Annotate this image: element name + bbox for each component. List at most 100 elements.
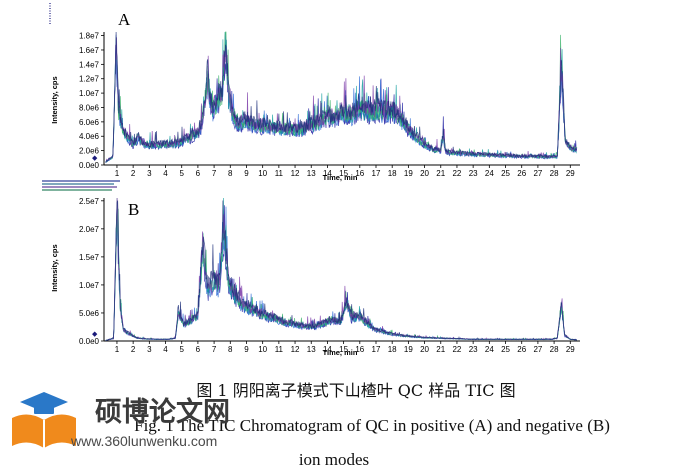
panel-a-y-axis-label: Intensity, cps — [50, 76, 59, 123]
panel-b-traces — [105, 197, 577, 341]
x-tick-label: 25 — [501, 345, 510, 354]
panel-a-marker: ◆ — [92, 154, 98, 162]
y-tick-label: 1.8e7 — [79, 32, 100, 41]
x-tick-label: 6 — [196, 345, 201, 354]
replicate-trace — [105, 31, 577, 163]
x-tick-label: 2 — [131, 169, 136, 178]
y-tick-label: 2.5e7 — [79, 197, 100, 206]
legend-glyph-middle — [42, 180, 120, 191]
watermark: 硕博论文网 www.360lunwenku.com — [12, 392, 230, 449]
x-tick-label: 18 — [388, 169, 397, 178]
panel-b-x-axis-label: Time, min — [323, 348, 358, 357]
x-tick-label: 10 — [258, 169, 267, 178]
replicate-trace — [105, 200, 577, 341]
x-tick-label: 11 — [275, 169, 284, 178]
x-tick-label: 3 — [147, 169, 152, 178]
caption-english-line2: ion modes — [299, 450, 369, 469]
x-tick-label: 27 — [533, 169, 542, 178]
x-tick-label: 4 — [163, 169, 168, 178]
watermark-text: 硕博论文网 — [95, 396, 230, 428]
y-tick-label: 0.0e0 — [79, 161, 100, 170]
panel-a-traces — [105, 31, 578, 164]
x-tick-label: 15 — [339, 169, 348, 178]
x-tick-label: 17 — [372, 345, 381, 354]
panel-b-x-tick-labels: 1 2 3 4 5 6 7 8 9 10 11 12 13 14 15 16 17 18 19 20 21 22 23 24 2… — [115, 341, 575, 354]
x-tick-label: 4 — [163, 345, 168, 354]
y-tick-label: 6.0e6 — [79, 118, 100, 127]
x-tick-label: 22 — [452, 345, 461, 354]
panel-a-x-tick-labels: 1 2 3 4 5 6 7 8 9 10 11 12 13 14 15 16 17 18 19 20 21 22 23 24 2… — [115, 165, 575, 178]
x-tick-label: 8 — [228, 169, 233, 178]
x-tick-label: 23 — [469, 169, 478, 178]
x-tick-label: 9 — [244, 345, 249, 354]
x-tick-label: 13 — [307, 345, 316, 354]
x-tick-label: 14 — [323, 345, 332, 354]
x-tick-label: 6 — [196, 169, 201, 178]
x-tick-label: 17 — [372, 169, 381, 178]
x-tick-label: 24 — [485, 169, 494, 178]
x-tick-label: 8 — [228, 345, 233, 354]
x-tick-label: 16 — [355, 169, 364, 178]
y-tick-label: 1.4e7 — [79, 60, 100, 69]
x-tick-label: 22 — [452, 169, 461, 178]
x-tick-label: 20 — [420, 169, 429, 178]
x-tick-label: 1 — [115, 345, 120, 354]
y-tick-label: 1.6e7 — [79, 46, 100, 55]
x-tick-label: 25 — [501, 169, 510, 178]
x-tick-label: 29 — [566, 169, 575, 178]
x-tick-label: 26 — [517, 169, 526, 178]
panel-a-positive-mode: A 0.0e0 2.0e6 4.0e6 6.0e6 8.0e6 1.0e7 1.2e7 1.4… — [50, 10, 580, 182]
x-tick-label: 24 — [485, 345, 494, 354]
x-tick-label: 28 — [550, 169, 559, 178]
x-tick-label: 2 — [131, 345, 136, 354]
x-tick-label: 29 — [566, 345, 575, 354]
x-tick-label: 23 — [469, 345, 478, 354]
panel-b-y-axis-label: Intensity, cps — [50, 244, 59, 291]
y-tick-label: 1.5e7 — [79, 253, 100, 262]
panel-a-x-axis-label: Time, min — [323, 173, 358, 182]
x-tick-label: 28 — [550, 345, 559, 354]
x-tick-label: 7 — [212, 169, 217, 178]
y-tick-label: 8.0e6 — [79, 103, 100, 112]
x-tick-label: 12 — [291, 169, 300, 178]
x-tick-label: 14 — [323, 169, 332, 178]
x-tick-label: 3 — [147, 345, 152, 354]
x-tick-label: 19 — [404, 169, 413, 178]
x-tick-label: 27 — [533, 345, 542, 354]
x-tick-label: 5 — [179, 345, 184, 354]
x-tick-label: 5 — [179, 169, 184, 178]
x-tick-label: 26 — [517, 345, 526, 354]
y-tick-label: 5.0e6 — [79, 309, 100, 318]
x-tick-label: 20 — [420, 345, 429, 354]
y-tick-label: 1.2e7 — [79, 75, 100, 84]
panel-a-y-tick-labels: 0.0e0 2.0e6 4.0e6 6.0e6 8.0e6 1.0e7 1.2e7 1.4e7… — [79, 32, 104, 170]
x-tick-label: 19 — [404, 345, 413, 354]
y-tick-label: 4.0e6 — [79, 132, 100, 141]
x-tick-label: 21 — [436, 169, 445, 178]
x-tick-label: 18 — [388, 345, 397, 354]
x-tick-label: 13 — [307, 169, 316, 178]
x-tick-label: 1 — [115, 169, 120, 178]
x-tick-label: 16 — [355, 345, 364, 354]
panel-b-y-tick-labels: 0.0e0 5.0e6 1.0e7 1.5e7 2.0e7 2.5e7 — [79, 197, 104, 346]
panel-b-marker: ◆ — [92, 330, 98, 338]
caption-english-line1: Fig. 1 The TIC Chromatogram of QC in pos… — [134, 416, 610, 435]
y-tick-label: 1.0e7 — [79, 89, 100, 98]
y-tick-label: 1.0e7 — [79, 281, 100, 290]
caption-chinese: 图 1 阴阳离子模式下山楂叶 QC 样品 TIC 图 — [196, 381, 515, 400]
watermark-url: www.360lunwenku.com — [70, 433, 217, 449]
x-tick-label: 15 — [339, 345, 348, 354]
x-tick-label: 7 — [212, 345, 217, 354]
x-tick-label: 9 — [244, 169, 249, 178]
y-tick-label: 2.0e7 — [79, 225, 100, 234]
x-tick-label: 10 — [258, 345, 267, 354]
x-tick-label: 11 — [275, 345, 284, 354]
x-tick-label: 21 — [436, 345, 445, 354]
panel-b-label: B — [128, 200, 139, 219]
panel-a-label: A — [118, 10, 131, 29]
y-tick-label: 0.0e0 — [79, 337, 100, 346]
graduation-cap-book-icon — [12, 392, 76, 448]
y-tick-label: 2.0e6 — [79, 147, 100, 156]
